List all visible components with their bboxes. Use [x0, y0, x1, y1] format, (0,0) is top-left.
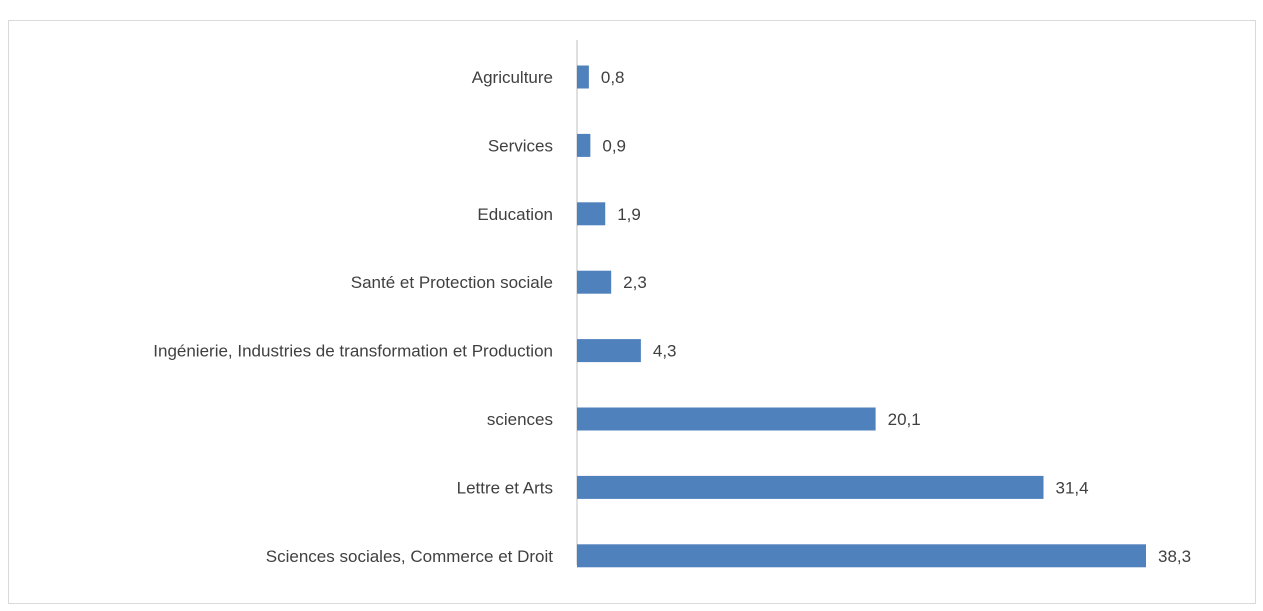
chart-frame: [8, 20, 1256, 604]
category-label: Agriculture: [472, 68, 553, 87]
data-label: 20,1: [888, 410, 921, 429]
category-label: Education: [477, 205, 553, 224]
category-label: Sciences sociales, Commerce et Droit: [266, 547, 553, 566]
bar: [577, 202, 606, 226]
bars-group: Agriculture 0,8 Services 0,9 Education 1,9 San…: [153, 65, 1191, 568]
data-label: 2,3: [623, 273, 647, 292]
category-label: Ingénierie, Industries de transformation…: [153, 342, 553, 361]
bar: [577, 65, 589, 89]
data-label: 0,9: [602, 136, 626, 155]
category-label: Santé et Protection sociale: [351, 273, 553, 292]
bar: [577, 475, 1044, 499]
bar: [577, 339, 641, 363]
bar: [577, 544, 1146, 568]
category-label: Services: [488, 136, 553, 155]
bar: [577, 270, 612, 294]
data-label: 31,4: [1055, 478, 1088, 497]
data-label: 4,3: [653, 342, 677, 361]
category-label: Lettre et Arts: [457, 478, 553, 497]
bar: [577, 407, 876, 431]
data-label: 38,3: [1158, 547, 1191, 566]
bar: [577, 133, 591, 157]
category-label: sciences: [487, 410, 553, 429]
data-label: 0,8: [601, 68, 625, 87]
data-label: 1,9: [617, 205, 641, 224]
